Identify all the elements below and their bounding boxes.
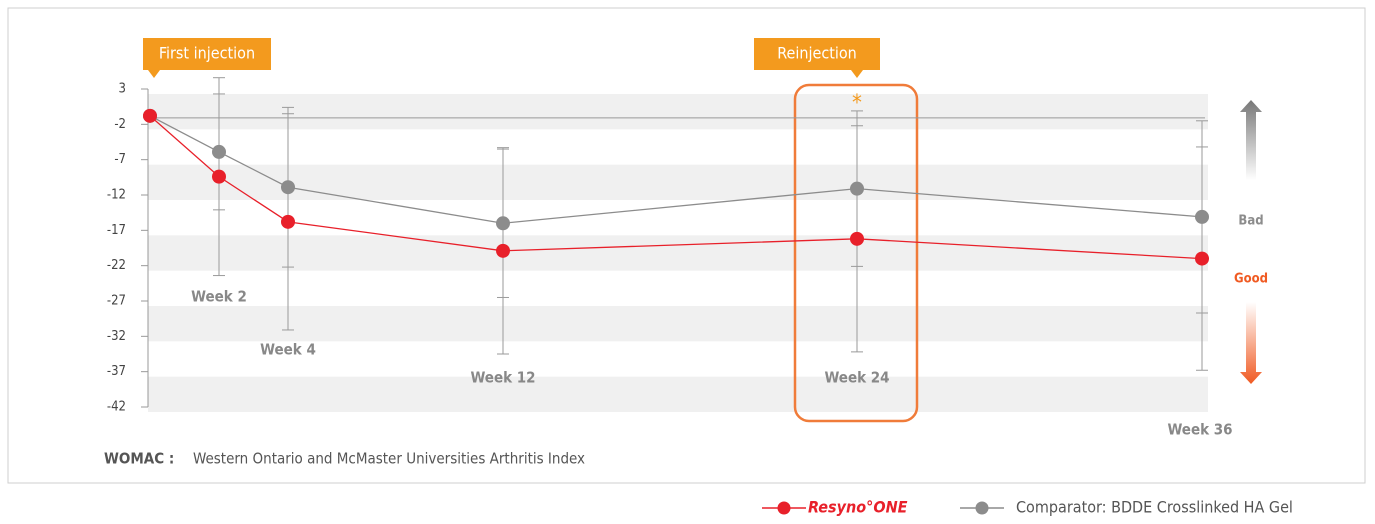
- y-tick-label: -2: [114, 117, 126, 132]
- data-point: [850, 231, 864, 246]
- data-point: [1195, 251, 1209, 266]
- x-tick-label: Week 36: [1167, 421, 1232, 439]
- annotation-pointer: [851, 70, 863, 78]
- annotation-box: [143, 38, 271, 70]
- good-label: Good: [1234, 272, 1268, 287]
- data-point: [143, 108, 157, 123]
- grid-band: [148, 306, 1208, 342]
- good-arrow: [1240, 302, 1262, 384]
- x-tick-label: Week 2: [191, 288, 247, 306]
- annotation: Reinjection: [777, 44, 857, 63]
- footnote-term: WOMAC :: [104, 450, 174, 468]
- y-tick-label: 3: [119, 82, 126, 97]
- data-point: [281, 180, 295, 195]
- y-tick-label: -37: [107, 364, 126, 379]
- y-tick-label: -42: [107, 400, 126, 415]
- highlight-box: [793, 83, 919, 423]
- grid-band: [148, 94, 1208, 130]
- data-point: [212, 144, 226, 159]
- legend-label: Resyno°ONE: [808, 498, 908, 517]
- legend-marker: [975, 501, 989, 515]
- y-tick-label: -17: [107, 223, 126, 238]
- series-line: [149, 115, 1203, 224]
- annotation: First injection: [159, 44, 255, 63]
- data-point: [496, 216, 510, 231]
- annotation-pointer: [148, 70, 160, 78]
- x-tick-label: Week 4: [260, 341, 316, 359]
- legend-label: Comparator: BDDE Crosslinked HA Gel: [1016, 498, 1293, 517]
- x-tick-label: Week 24: [824, 369, 889, 387]
- frame: [7, 7, 1366, 484]
- legend-marker: [777, 501, 791, 515]
- y-tick-label: -12: [107, 188, 126, 203]
- grid-band: [148, 235, 1208, 271]
- data-point: [281, 214, 295, 229]
- significance-mark: *: [852, 91, 862, 116]
- bad-arrow: [1240, 100, 1262, 180]
- series-line: [149, 115, 1203, 260]
- grid-band: [148, 376, 1208, 412]
- footnote-text: Western Ontario and McMaster Universitie…: [193, 450, 585, 468]
- y-tick-label: -7: [114, 152, 126, 167]
- y-tick-label: -22: [107, 258, 126, 273]
- data-point: [1195, 209, 1209, 224]
- data-point: [496, 243, 510, 258]
- grid-band: [148, 164, 1208, 200]
- x-tick-label: Week 12: [470, 369, 535, 387]
- y-tick-label: -32: [107, 329, 126, 344]
- y-tick-label: -27: [107, 294, 126, 309]
- data-point: [850, 181, 864, 196]
- bad-label: Bad: [1238, 214, 1263, 229]
- annotation-box: [754, 38, 880, 70]
- data-point: [212, 169, 226, 184]
